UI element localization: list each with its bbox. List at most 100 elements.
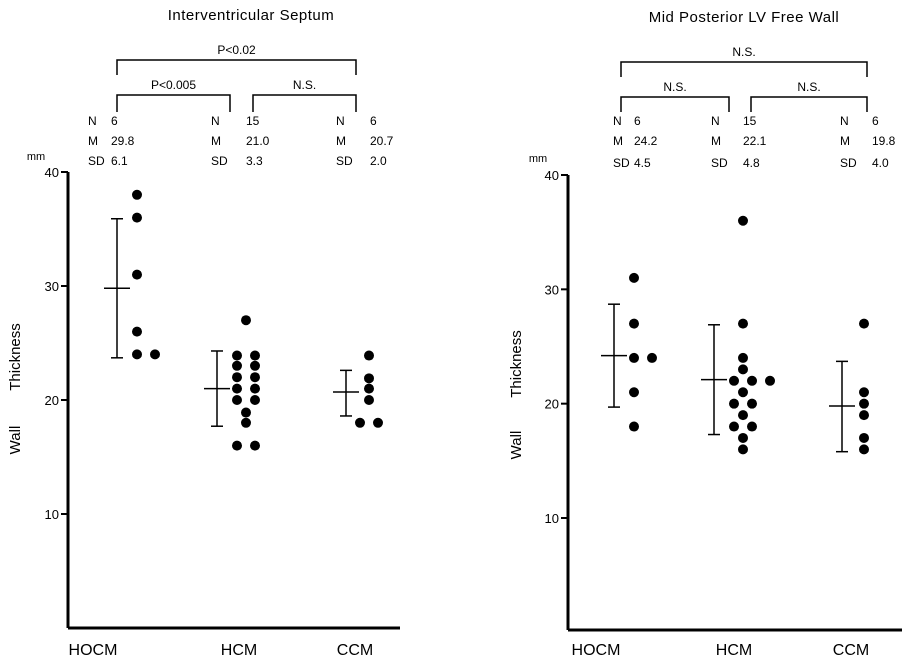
stat-value-m: 22.1: [743, 134, 767, 148]
stat-key-sd: SD: [840, 156, 857, 170]
y-tick-label: 20: [545, 397, 559, 412]
data-point: [250, 395, 260, 405]
stat-value-m: 21.0: [246, 134, 270, 148]
stat-key-sd: SD: [88, 154, 105, 168]
data-point: [729, 421, 739, 432]
data-point: [364, 395, 374, 405]
data-point: [859, 410, 869, 421]
significance-label: P<0.005: [151, 78, 196, 92]
data-point: [747, 375, 757, 386]
data-point: [738, 387, 748, 398]
stat-value-sd: 3.3: [246, 154, 263, 168]
data-point: [250, 440, 260, 451]
stat-key-m: M: [711, 134, 721, 148]
data-point: [232, 395, 242, 405]
y-tick-label: 30: [545, 282, 559, 297]
data-point: [132, 326, 142, 337]
y-tick-label: 40: [545, 168, 559, 183]
stat-key-n: N: [840, 114, 849, 128]
data-point: [738, 444, 748, 455]
data-point: [747, 421, 757, 432]
data-point: [859, 398, 869, 409]
x-category-label: HCM: [716, 642, 752, 659]
significance-bracket: [750, 96, 868, 112]
x-category-label: HOCM: [572, 642, 621, 659]
significance-label: N.S.: [797, 80, 820, 94]
stat-key-m: M: [211, 134, 221, 148]
stat-key-m: M: [88, 134, 98, 148]
chart-title: Interventricular Septum: [168, 7, 335, 24]
stat-value-sd: 4.0: [872, 156, 889, 170]
significance-bracket: [116, 94, 231, 112]
data-point: [738, 352, 748, 363]
x-category-label: HCM: [221, 642, 257, 659]
stat-value-n: 6: [111, 114, 118, 128]
data-point: [859, 387, 869, 398]
stat-key-n: N: [613, 114, 622, 128]
data-point: [132, 269, 142, 280]
y-tick-label: 10: [45, 507, 59, 522]
stat-value-sd: 4.8: [743, 156, 760, 170]
stat-value-n: 6: [872, 114, 879, 128]
stat-key-n: N: [711, 114, 720, 128]
x-category-label: HOCM: [69, 642, 118, 659]
y-unit-label: mm: [529, 153, 547, 165]
data-point: [232, 372, 242, 383]
data-point: [232, 360, 242, 371]
stat-value-n: 6: [634, 114, 641, 128]
stat-value-m: 19.8: [872, 134, 896, 148]
y-axis-label-thickness: Thickness: [508, 330, 525, 398]
y-tick-label: 20: [45, 393, 59, 408]
data-point: [232, 350, 242, 361]
data-point: [364, 350, 374, 361]
y-tick-label: 30: [45, 279, 59, 294]
stat-key-n: N: [88, 114, 97, 128]
stat-value-sd: 6.1: [111, 154, 128, 168]
stat-key-sd: SD: [613, 156, 630, 170]
data-point: [232, 440, 242, 451]
y-tick-label: 40: [45, 165, 59, 180]
x-category-label: CCM: [337, 642, 373, 659]
data-point: [738, 215, 748, 226]
data-point: [729, 375, 739, 386]
stat-value-n: 6: [370, 114, 377, 128]
data-point: [765, 375, 775, 386]
significance-bracket: [620, 96, 730, 112]
data-point: [241, 315, 251, 326]
data-point: [250, 360, 260, 371]
data-point: [132, 189, 142, 200]
data-point: [647, 352, 657, 363]
data-point: [232, 383, 242, 394]
data-point: [629, 272, 639, 283]
data-point: [629, 387, 639, 398]
data-point: [738, 432, 748, 443]
chart-title: Mid Posterior LV Free Wall: [649, 9, 840, 26]
stat-value-n: 15: [246, 114, 260, 128]
data-point: [250, 383, 260, 394]
data-point: [729, 398, 739, 409]
stat-value-n: 15: [743, 114, 757, 128]
stat-key-m: M: [613, 134, 623, 148]
data-point: [629, 318, 639, 329]
data-point: [250, 350, 260, 361]
data-point: [241, 407, 251, 418]
significance-bracket: [116, 59, 357, 75]
significance-label: N.S.: [663, 80, 686, 94]
data-point: [373, 417, 383, 428]
y-axis-label-wall: Wall: [7, 426, 24, 455]
data-point: [132, 349, 142, 360]
significance-label: P<0.02: [217, 43, 256, 57]
data-point: [859, 444, 869, 455]
stat-value-m: 29.8: [111, 134, 135, 148]
chart-panel-1: Mid Posterior LV Free Wall 10 20 30 40 mm Wall…: [508, 9, 902, 659]
stat-value-m: 24.2: [634, 134, 658, 148]
stat-key-m: M: [336, 134, 346, 148]
significance-label: N.S.: [293, 78, 316, 92]
significance-label: N.S.: [732, 45, 755, 59]
data-point: [747, 398, 757, 409]
data-point: [738, 318, 748, 329]
data-point: [364, 383, 374, 394]
data-point: [241, 417, 251, 428]
